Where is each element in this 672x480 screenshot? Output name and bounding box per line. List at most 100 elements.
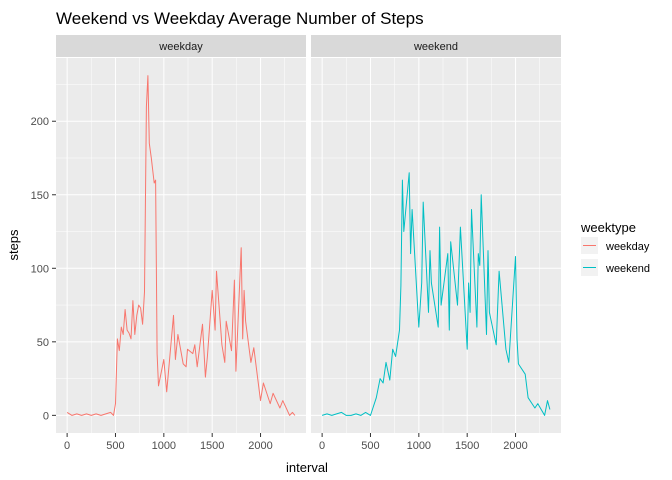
data-point-weekend-53 xyxy=(505,349,506,350)
legend-label-weekend: weekend xyxy=(605,263,650,275)
data-point-weekday-26 xyxy=(144,291,145,292)
data-point-weekday-51 xyxy=(216,271,217,272)
data-point-weekend-55 xyxy=(515,256,516,257)
data-point-weekday-54 xyxy=(226,321,227,322)
data-point-weekday-18 xyxy=(129,333,130,334)
data-point-weekend-39 xyxy=(460,227,461,228)
data-point-weekend-52 xyxy=(499,271,500,272)
data-point-weekday-57 xyxy=(235,371,236,372)
data-point-weekend-49 xyxy=(487,250,488,251)
data-point-weekend-41 xyxy=(468,283,469,284)
chart-title: Weekend vs Weekday Average Number of Ste… xyxy=(56,9,424,28)
data-point-weekend-36 xyxy=(449,330,450,331)
data-point-weekend-14 xyxy=(383,383,384,384)
facet-panel-weekend: weekend xyxy=(311,35,561,433)
data-point-weekday-22 xyxy=(136,315,137,316)
data-point-weekday-63 xyxy=(253,347,254,348)
data-point-weekday-49 xyxy=(212,290,213,291)
data-point-weekend-35 xyxy=(447,253,448,254)
data-point-weekend-15 xyxy=(385,362,386,363)
data-point-weekend-22 xyxy=(403,231,404,232)
data-point-weekend-6 xyxy=(351,415,352,416)
data-point-weekday-55 xyxy=(231,350,232,351)
x-tick-label-weekday-1500: 1500 xyxy=(200,440,224,452)
data-point-weekday-15 xyxy=(123,334,124,335)
data-point-weekday-37 xyxy=(173,315,174,316)
data-point-weekend-57 xyxy=(518,363,519,364)
data-point-weekday-35 xyxy=(163,359,164,360)
data-point-weekend-34 xyxy=(441,305,442,306)
data-point-weekday-44 xyxy=(194,344,195,345)
data-point-weekend-44 xyxy=(476,327,477,328)
data-point-weekend-45 xyxy=(478,253,479,254)
data-point-weekend-26 xyxy=(418,327,419,328)
x-tick-label-weekday-2000: 2000 xyxy=(248,440,272,452)
data-point-weekday-69 xyxy=(282,400,283,401)
data-point-weekday-33 xyxy=(157,353,158,354)
x-axis: 0 500 1000 1500 2000 0 500 1000 1500 2000 xyxy=(64,433,528,452)
data-point-weekend-37 xyxy=(450,241,451,242)
data-point-weekend-13 xyxy=(380,378,381,379)
x-axis-title: interval xyxy=(286,460,328,475)
data-point-weekend-21 xyxy=(402,180,403,181)
data-point-weekday-66 xyxy=(270,403,271,404)
data-point-weekday-32 xyxy=(155,180,156,181)
x-tick-label-weekday-500: 500 xyxy=(106,440,124,452)
data-point-weekday-60 xyxy=(244,290,245,291)
data-point-weekend-40 xyxy=(467,349,468,350)
data-point-weekday-36 xyxy=(166,391,167,392)
facet-strip-label-weekday: weekday xyxy=(158,41,203,53)
data-point-weekday-29 xyxy=(149,143,150,144)
data-point-weekend-54 xyxy=(508,362,509,363)
data-point-weekend-20 xyxy=(400,285,401,286)
panel-background-weekend xyxy=(311,58,561,433)
legend-label-weekday: weekday xyxy=(605,241,650,253)
data-point-weekday-11 xyxy=(115,403,116,404)
data-point-weekend-4 xyxy=(341,412,342,413)
data-point-weekend-2 xyxy=(331,415,332,416)
data-point-weekday-12 xyxy=(117,338,118,339)
data-point-weekday-53 xyxy=(224,362,225,363)
data-point-weekday-28 xyxy=(147,75,148,76)
data-point-weekend-42 xyxy=(470,312,471,313)
data-point-weekday-25 xyxy=(142,324,143,325)
data-point-weekend-25 xyxy=(412,209,413,210)
data-point-weekend-62 xyxy=(544,415,545,416)
facet-panel-weekday: weekday xyxy=(56,35,306,433)
data-point-weekend-19 xyxy=(399,330,400,331)
data-point-weekday-8 xyxy=(105,413,106,414)
data-point-weekday-17 xyxy=(127,330,128,331)
data-point-weekday-13 xyxy=(119,350,120,351)
series-line-weekend xyxy=(321,172,551,416)
data-point-weekend-59 xyxy=(528,397,529,398)
data-point-weekend-48 xyxy=(486,334,487,335)
data-point-weekend-33 xyxy=(439,227,440,228)
x-tick-label-weekday-1000: 1000 xyxy=(152,440,176,452)
data-point-weekday-64 xyxy=(260,400,261,401)
data-point-weekend-24 xyxy=(410,253,411,254)
data-point-weekday-43 xyxy=(192,353,193,354)
data-point-weekend-56 xyxy=(516,338,517,339)
data-point-weekday-5 xyxy=(91,415,92,416)
data-point-weekday-34 xyxy=(158,385,159,386)
data-point-weekday-9 xyxy=(110,412,111,413)
data-point-weekday-56 xyxy=(234,280,235,281)
data-point-weekend-31 xyxy=(431,283,432,284)
data-point-weekday-61 xyxy=(245,321,246,322)
x-tick-label-weekend-1000: 1000 xyxy=(407,440,431,452)
data-point-weekend-8 xyxy=(360,415,361,416)
data-point-weekend-27 xyxy=(421,283,422,284)
data-point-weekend-43 xyxy=(471,209,472,210)
data-point-weekend-30 xyxy=(429,250,430,251)
y-tick-label-200: 200 xyxy=(31,116,49,128)
y-tick-label-150: 150 xyxy=(31,190,49,202)
data-point-weekend-58 xyxy=(525,374,526,375)
data-point-weekday-31 xyxy=(154,183,155,184)
data-point-weekend-28 xyxy=(423,202,424,203)
data-point-weekday-41 xyxy=(186,366,187,367)
data-point-weekday-67 xyxy=(273,393,274,394)
data-point-weekday-6 xyxy=(96,413,97,414)
data-point-weekday-1 xyxy=(71,415,72,416)
data-point-weekday-27 xyxy=(146,106,147,107)
facet-strip-weekday xyxy=(56,35,306,57)
